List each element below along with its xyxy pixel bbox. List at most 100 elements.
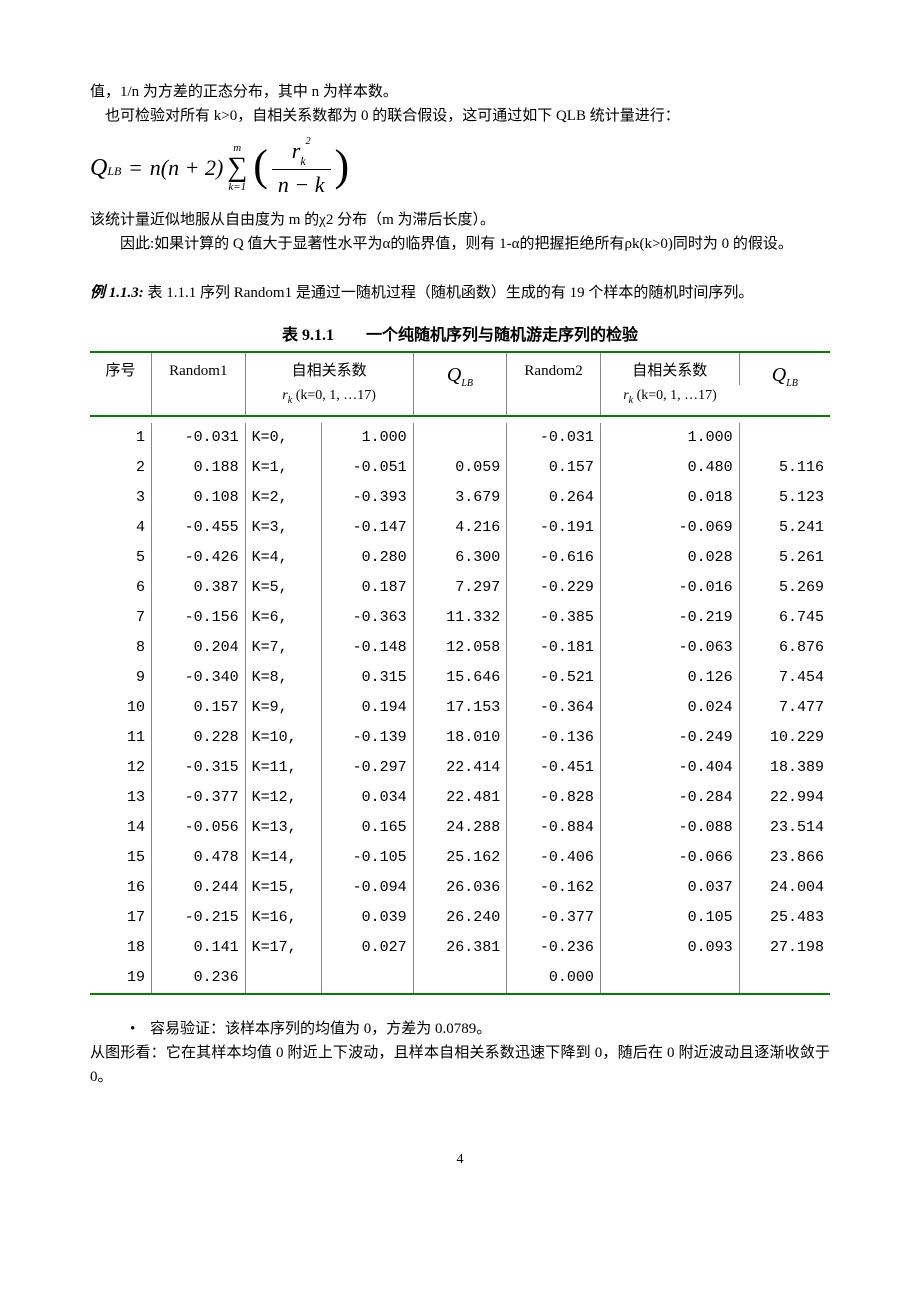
table-cell: 27.198 bbox=[739, 933, 830, 963]
table-cell bbox=[413, 963, 507, 994]
table-cell: 4.216 bbox=[413, 513, 507, 543]
table-cell: 26.240 bbox=[413, 903, 507, 933]
table-cell bbox=[413, 423, 507, 453]
frac-top: rk2 bbox=[286, 138, 317, 169]
table-cell: -0.229 bbox=[507, 573, 601, 603]
bullet-text: 容易验证：该样本序列的均值为 0，方差为 0.0789。 bbox=[150, 1017, 491, 1041]
table-cell: -0.377 bbox=[151, 783, 245, 813]
table-cell: 11 bbox=[90, 723, 151, 753]
table-cell: -0.094 bbox=[322, 873, 413, 903]
table-cell: -0.069 bbox=[600, 513, 739, 543]
frac-sq: 2 bbox=[306, 136, 311, 147]
table-cell: -0.136 bbox=[507, 723, 601, 753]
intro-line-2: 也可检验对所有 k>0，自相关系数都为 0 的联合假设，这可通过如下 QLB 统… bbox=[90, 104, 830, 128]
table-cell: 19 bbox=[90, 963, 151, 994]
table-cell: -0.455 bbox=[151, 513, 245, 543]
data-table: 序号 Random1 自相关系数 QLB Random2 自相关系数 QLB r… bbox=[90, 351, 830, 995]
table-row: 80.204K=7,-0.14812.058-0.181-0.0636.876 bbox=[90, 633, 830, 663]
table-cell: 0.037 bbox=[600, 873, 739, 903]
intro-line-3: 该统计量近似地服从自由度为 m 的χ2 分布（m 为滞后长度）。 bbox=[90, 208, 830, 232]
table-cell: 23.866 bbox=[739, 843, 830, 873]
table-cell: K=13, bbox=[245, 813, 322, 843]
table-cell: 14 bbox=[90, 813, 151, 843]
table-cell: -0.426 bbox=[151, 543, 245, 573]
table-row: 20.188K=1,-0.0510.0590.1570.4805.116 bbox=[90, 453, 830, 483]
table-cell bbox=[600, 963, 739, 994]
table-cell: 17 bbox=[90, 903, 151, 933]
table-cell: 15.646 bbox=[413, 663, 507, 693]
th-acf2-sub: rk (k=0, 1, …17) bbox=[600, 385, 739, 416]
table-cell: 0.188 bbox=[151, 453, 245, 483]
table-row: 60.387K=5,0.1877.297-0.229-0.0165.269 bbox=[90, 573, 830, 603]
table-cell: 3 bbox=[90, 483, 151, 513]
example-label: 例 1.1.3: bbox=[90, 285, 144, 301]
table-cell: -0.088 bbox=[600, 813, 739, 843]
table-body: 1-0.031K=0,1.000-0.0311.00020.188K=1,-0.… bbox=[90, 423, 830, 994]
table-cell: 24.288 bbox=[413, 813, 507, 843]
table-cell: -0.051 bbox=[322, 453, 413, 483]
table-cell: 18.010 bbox=[413, 723, 507, 753]
th-idx: 序号 bbox=[90, 353, 151, 416]
table-cell: -0.340 bbox=[151, 663, 245, 693]
table-cell: -0.139 bbox=[322, 723, 413, 753]
qlb-formula: QLB = n(n + 2) m ∑ k=1 ( rk2 n − k ) bbox=[90, 138, 830, 198]
table-cell: -0.406 bbox=[507, 843, 601, 873]
bullet-icon: • bbox=[130, 1017, 150, 1041]
table-cell: K=0, bbox=[245, 423, 322, 453]
table-cell: 0.105 bbox=[600, 903, 739, 933]
table-cell: -0.105 bbox=[322, 843, 413, 873]
table-cell: -0.404 bbox=[600, 753, 739, 783]
table-cell: -0.393 bbox=[322, 483, 413, 513]
frac-k: k bbox=[300, 154, 305, 168]
table-cell: 12.058 bbox=[413, 633, 507, 663]
table-cell: 18.389 bbox=[739, 753, 830, 783]
table-cell: K=17, bbox=[245, 933, 322, 963]
caption-text: 一个纯随机序列与随机游走序列的检验 bbox=[366, 327, 638, 344]
table-cell: 0.387 bbox=[151, 573, 245, 603]
th-qlb1-LB: LB bbox=[461, 378, 473, 389]
table-cell: -0.031 bbox=[507, 423, 601, 453]
example-text: 表 1.1.1 序列 Random1 是通过一随机过程（随机函数）生成的有 19… bbox=[148, 285, 754, 301]
table-cell bbox=[322, 963, 413, 994]
table-cell bbox=[739, 423, 830, 453]
table-cell: -0.148 bbox=[322, 633, 413, 663]
table-cell: 16 bbox=[90, 873, 151, 903]
table-cell: 0.018 bbox=[600, 483, 739, 513]
table-cell: -0.249 bbox=[600, 723, 739, 753]
table-cell: -0.181 bbox=[507, 633, 601, 663]
table-cell: 13 bbox=[90, 783, 151, 813]
page-number: 4 bbox=[90, 1149, 830, 1171]
table-cell: -0.016 bbox=[600, 573, 739, 603]
table-cell: K=3, bbox=[245, 513, 322, 543]
table-cell: 0.059 bbox=[413, 453, 507, 483]
table-cell: 0.280 bbox=[322, 543, 413, 573]
table-cell: 0.165 bbox=[322, 813, 413, 843]
table-cell: -0.031 bbox=[151, 423, 245, 453]
caption-num: 表 9.1.1 bbox=[282, 327, 334, 344]
bullet-line: • 容易验证：该样本序列的均值为 0，方差为 0.0789。 bbox=[90, 1017, 830, 1041]
table-row: 14-0.056K=13,0.16524.288-0.884-0.08823.5… bbox=[90, 813, 830, 843]
th-random1: Random1 bbox=[151, 353, 245, 416]
table-cell: -0.156 bbox=[151, 603, 245, 633]
table-cell: 10.229 bbox=[739, 723, 830, 753]
th-qlb1-Q: Q bbox=[447, 364, 461, 386]
table-cell: K=8, bbox=[245, 663, 322, 693]
table-cell: 15 bbox=[90, 843, 151, 873]
table-cell: 23.514 bbox=[739, 813, 830, 843]
table-cell: 17.153 bbox=[413, 693, 507, 723]
table-cell: 0.228 bbox=[151, 723, 245, 753]
th-qlb2-LB: LB bbox=[786, 378, 798, 389]
formula-sum: m ∑ k=1 bbox=[227, 143, 247, 193]
table-cell: 22.481 bbox=[413, 783, 507, 813]
table-cell: 0.157 bbox=[151, 693, 245, 723]
table-cell: K=11, bbox=[245, 753, 322, 783]
table-row: 5-0.426K=4,0.2806.300-0.6160.0285.261 bbox=[90, 543, 830, 573]
table-cell: 5 bbox=[90, 543, 151, 573]
table-row: 7-0.156K=6,-0.36311.332-0.385-0.2196.745 bbox=[90, 603, 830, 633]
table-cell: 26.381 bbox=[413, 933, 507, 963]
table-cell: 7.297 bbox=[413, 573, 507, 603]
table-cell: -0.063 bbox=[600, 633, 739, 663]
table-cell: 9 bbox=[90, 663, 151, 693]
table-row: 160.244K=15,-0.09426.036-0.1620.03724.00… bbox=[90, 873, 830, 903]
left-paren-icon: ( bbox=[253, 148, 268, 183]
